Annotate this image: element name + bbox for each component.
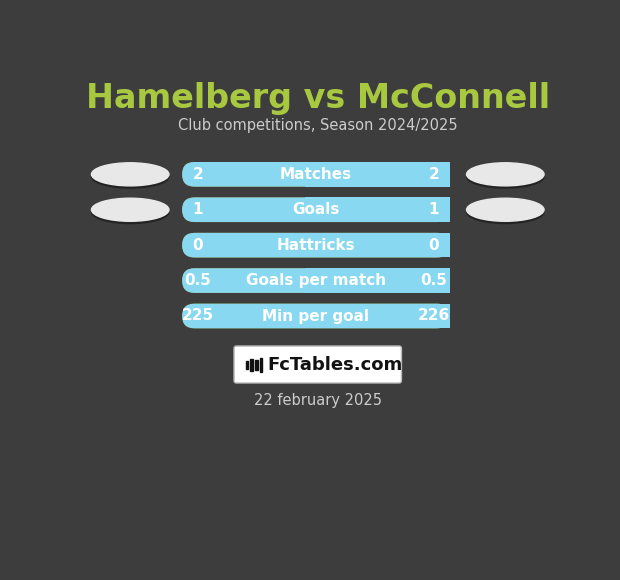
FancyBboxPatch shape bbox=[234, 346, 402, 383]
Bar bbox=[305, 233, 450, 258]
Bar bbox=[305, 197, 450, 222]
FancyBboxPatch shape bbox=[182, 269, 450, 293]
Text: Matches: Matches bbox=[280, 167, 352, 182]
Text: 226: 226 bbox=[418, 309, 450, 324]
Text: Hattricks: Hattricks bbox=[277, 238, 355, 253]
Text: 0.5: 0.5 bbox=[420, 273, 448, 288]
Text: Min per goal: Min per goal bbox=[262, 309, 370, 324]
Ellipse shape bbox=[92, 165, 169, 188]
Ellipse shape bbox=[467, 201, 544, 224]
Bar bbox=[260, 358, 262, 372]
Text: 0: 0 bbox=[428, 238, 440, 253]
Text: 1: 1 bbox=[192, 202, 203, 218]
Text: 1: 1 bbox=[429, 202, 439, 218]
Ellipse shape bbox=[92, 201, 169, 224]
Text: 0.5: 0.5 bbox=[184, 273, 211, 288]
Text: 2: 2 bbox=[192, 167, 203, 182]
Text: Goals per match: Goals per match bbox=[246, 273, 386, 288]
Text: 2: 2 bbox=[428, 167, 440, 182]
Ellipse shape bbox=[467, 198, 544, 222]
FancyBboxPatch shape bbox=[182, 233, 450, 258]
Text: Club competitions, Season 2024/2025: Club competitions, Season 2024/2025 bbox=[178, 118, 458, 133]
FancyBboxPatch shape bbox=[182, 304, 450, 328]
Bar bbox=[305, 304, 450, 328]
FancyBboxPatch shape bbox=[182, 233, 450, 258]
FancyBboxPatch shape bbox=[182, 197, 450, 222]
Bar bbox=[305, 162, 450, 187]
Bar bbox=[246, 361, 249, 369]
Ellipse shape bbox=[467, 163, 544, 186]
FancyBboxPatch shape bbox=[182, 304, 450, 328]
FancyBboxPatch shape bbox=[182, 269, 450, 293]
Ellipse shape bbox=[92, 198, 169, 222]
Bar bbox=[305, 269, 450, 293]
Text: 0: 0 bbox=[192, 238, 203, 253]
Text: FcTables.com: FcTables.com bbox=[268, 356, 403, 374]
Bar bbox=[250, 359, 253, 371]
Bar bbox=[255, 360, 258, 370]
FancyBboxPatch shape bbox=[182, 162, 450, 187]
FancyBboxPatch shape bbox=[182, 162, 450, 187]
Ellipse shape bbox=[92, 163, 169, 186]
FancyBboxPatch shape bbox=[182, 197, 450, 222]
Text: 22 february 2025: 22 february 2025 bbox=[254, 393, 382, 408]
Ellipse shape bbox=[467, 165, 544, 188]
Text: Goals: Goals bbox=[292, 202, 340, 218]
Text: Hamelberg vs McConnell: Hamelberg vs McConnell bbox=[86, 82, 550, 115]
Text: 225: 225 bbox=[182, 309, 214, 324]
